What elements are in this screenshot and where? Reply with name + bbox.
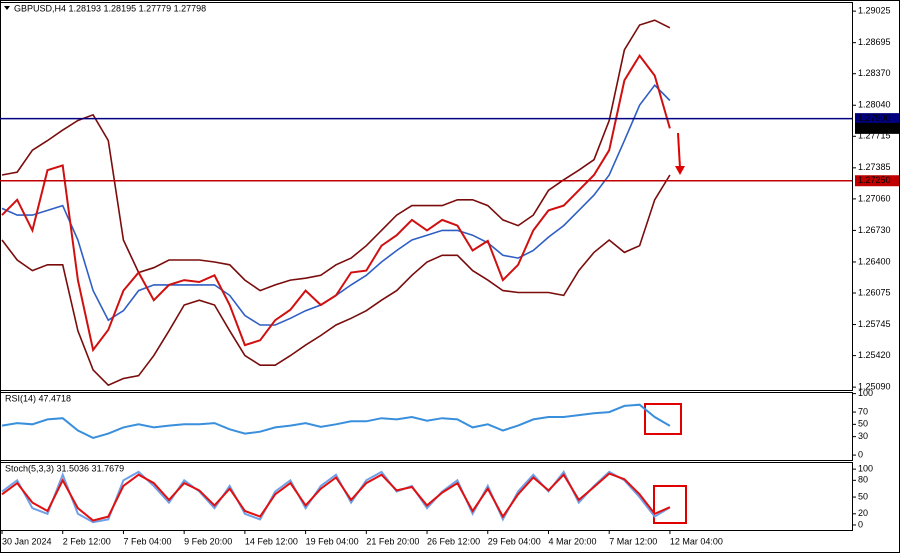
x-tick-label: 26 Feb 12:00 <box>427 536 480 546</box>
x-tick-label: 7 Feb 04:00 <box>123 536 171 546</box>
panel-title: RSI(14) 47.4718 <box>5 393 71 403</box>
series-line <box>1 19 671 292</box>
x-tick-label: 14 Feb 12:00 <box>245 536 298 546</box>
panel-title: GBPUSD,H4 1.28193 1.28195 1.27779 1.2779… <box>14 3 206 13</box>
panel-title: Stoch(5,3,3) 31.5036 31.7679 <box>5 463 124 473</box>
level-label-bg <box>855 175 899 187</box>
arrow <box>677 132 681 169</box>
y-tick-label: 1.26730 <box>858 225 891 235</box>
highlight-box <box>644 403 682 435</box>
y-tick-label: 0 <box>858 449 863 459</box>
level-label: 1.27798 <box>858 123 891 133</box>
rsi-panel <box>0 392 853 461</box>
y-tick-label: 1.25090 <box>858 382 891 392</box>
y-tick-label: 1.27715 <box>858 131 891 141</box>
y-tick-label: 1.29025 <box>858 5 891 15</box>
y-tick-label: 100 <box>858 464 873 474</box>
stoch-panel <box>0 462 853 531</box>
series-line <box>1 53 671 353</box>
level-label-bg <box>855 122 899 134</box>
x-tick-label: 4 Mar 20:00 <box>548 536 596 546</box>
y-tick-label: 20 <box>858 508 868 518</box>
y-tick-label: 0 <box>858 519 863 529</box>
series-line <box>1 403 671 439</box>
y-tick-label: 80 <box>858 475 868 485</box>
y-tick-label: 1.28370 <box>858 68 891 78</box>
series-line <box>1 472 671 522</box>
level-label: 1.27250 <box>858 175 891 185</box>
y-tick-label: 1.28695 <box>858 37 891 47</box>
highlight-box <box>653 485 687 524</box>
y-tick-label: 100 <box>858 388 873 398</box>
x-tick-label: 12 Mar 04:00 <box>670 536 723 546</box>
y-tick-label: 50 <box>858 491 868 501</box>
arrow-head <box>675 166 685 175</box>
main-panel <box>0 2 853 391</box>
y-tick-label: 1.27060 <box>858 193 891 203</box>
x-tick-label: 30 Jan 2024 <box>2 536 52 546</box>
x-tick-label: 9 Feb 20:00 <box>184 536 232 546</box>
x-tick-label: 2 Feb 12:00 <box>63 536 111 546</box>
y-tick-label: 1.27385 <box>858 162 891 172</box>
y-tick-label: 50 <box>858 419 868 429</box>
x-tick-label: 19 Feb 04:00 <box>306 536 359 546</box>
y-tick-label: 1.25745 <box>858 319 891 329</box>
y-tick-label: 30 <box>858 431 868 441</box>
level-label: 1.27900 <box>858 113 891 123</box>
y-tick-label: 1.25420 <box>858 350 891 360</box>
y-tick-label: 1.28040 <box>858 100 891 110</box>
y-tick-label: 1.26400 <box>858 256 891 266</box>
y-tick-label: 1.26075 <box>858 287 891 297</box>
y-tick-label: 70 <box>858 406 868 416</box>
menu-icon <box>4 6 10 10</box>
level-label-bg <box>855 113 899 125</box>
series-line <box>1 174 671 387</box>
x-tick-label: 29 Feb 04:00 <box>488 536 541 546</box>
x-tick-label: 7 Mar 12:00 <box>609 536 657 546</box>
x-tick-label: 21 Feb 20:00 <box>366 536 419 546</box>
